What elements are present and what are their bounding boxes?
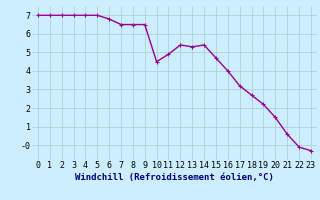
X-axis label: Windchill (Refroidissement éolien,°C): Windchill (Refroidissement éolien,°C) xyxy=(75,173,274,182)
